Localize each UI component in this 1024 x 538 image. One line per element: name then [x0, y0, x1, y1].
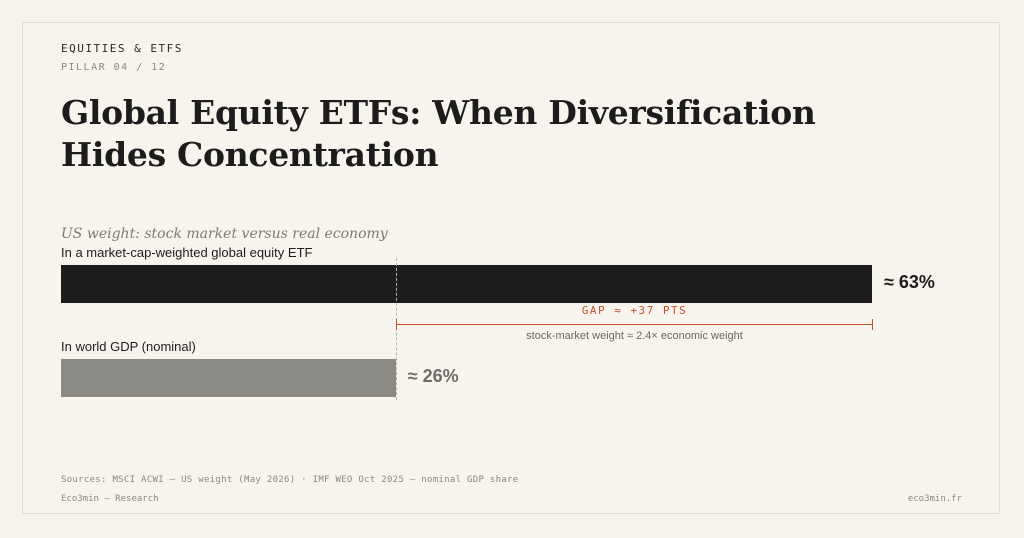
bar-us-etf-weight	[61, 265, 872, 303]
page-title: Global Equity ETFs: When Diversification…	[61, 93, 816, 174]
pillar-counter: PILLAR 04 / 12	[61, 62, 167, 73]
gap-label: GAP ≈ +37 PTS	[581, 304, 688, 317]
bar-us-gdp-share	[61, 359, 396, 397]
bar-label-gdp: In world GDP (nominal)	[61, 339, 196, 354]
ratio-annotation: stock-market weight ≈ 2.4× economic weig…	[526, 330, 743, 342]
value-label-etf: ≈ 63%	[884, 272, 935, 292]
gap-bracket-end-tick	[872, 319, 873, 330]
source-note: Sources: MSCI ACWI — US weight (May 2026…	[61, 475, 519, 485]
section-eyebrow: EQUITIES & ETFS	[61, 42, 183, 55]
site-url: eco3min.fr	[907, 494, 962, 504]
bar-label-etf: In a market-cap-weighted global equity E…	[61, 245, 313, 260]
chart-title: US weight: stock market versus real econ…	[61, 226, 388, 242]
value-label-gdp: ≈ 26%	[407, 366, 459, 386]
brand-footer: Eco3min — Research	[61, 494, 159, 504]
gap-bracket	[396, 324, 873, 325]
gap-bracket-start-tick	[396, 319, 397, 330]
